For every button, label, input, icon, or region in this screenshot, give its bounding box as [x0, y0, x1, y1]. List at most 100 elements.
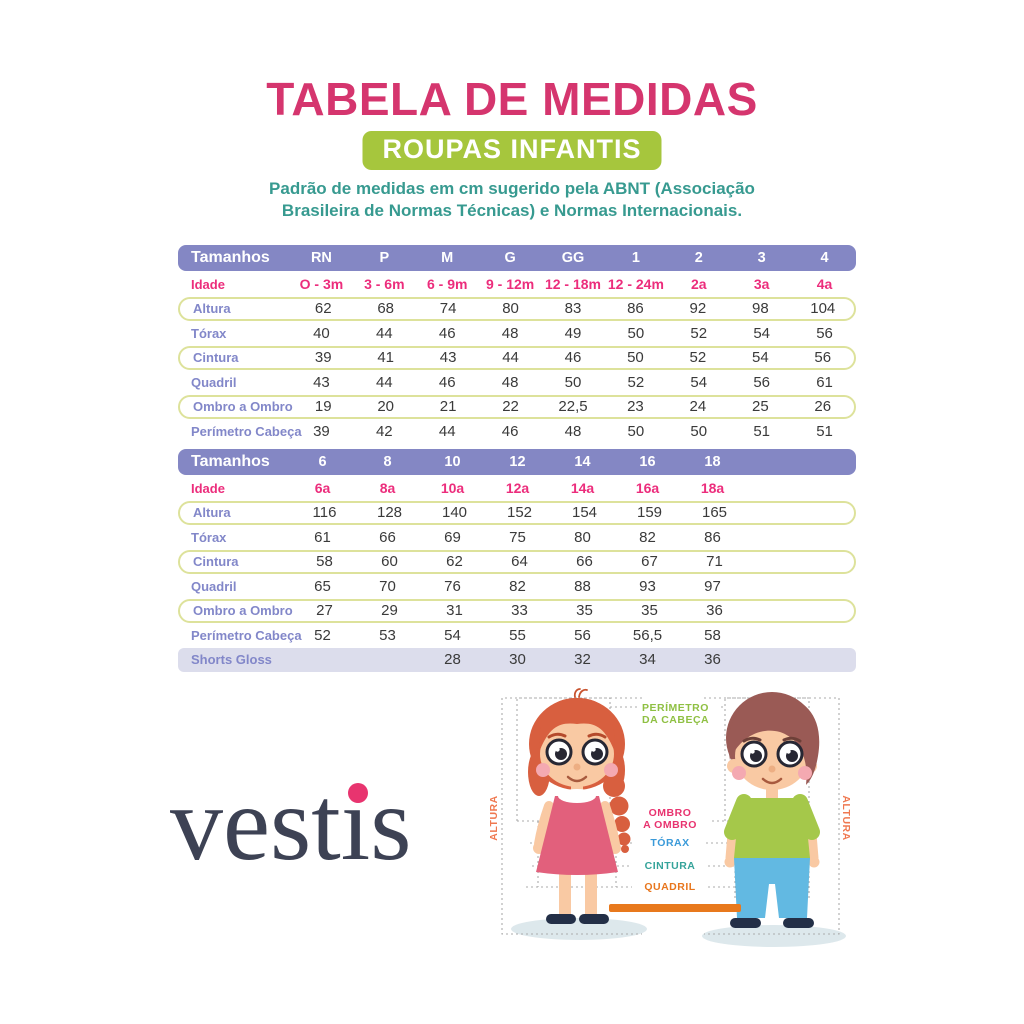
- row-label: Cintura: [193, 554, 239, 570]
- table-row: Tórax 40 44 46 48 49 50 52 54 56: [178, 321, 856, 346]
- table-cell: 29: [381, 602, 398, 620]
- row-label: Quadril: [191, 374, 237, 390]
- table-cell: 75: [509, 528, 526, 546]
- table-cell: 56,5: [632, 626, 663, 644]
- standards-note-line1: Padrão de medidas em cm sugerido pela AB…: [269, 179, 755, 198]
- logo-i-dot: [348, 783, 368, 803]
- table-cell: 93: [639, 577, 656, 595]
- table-cell: 52: [627, 373, 645, 391]
- row-label: Altura: [193, 301, 231, 317]
- measurement-figure: PERÍMETRO DA CABEÇA OMBRO A OMBRO TÓRAX …: [488, 688, 852, 947]
- table-cell: 22,5: [558, 398, 588, 416]
- table-cell: 71: [706, 553, 723, 571]
- size-table-baby-toddler: Tamanhos RN P M G GG 1 2 3 4 Idade O - 3m 3 - 6m 6 - …: [178, 245, 856, 444]
- table-cell: 19: [314, 398, 332, 416]
- table-row: Tamanhos RN P M G GG 1 2 3 4: [178, 245, 856, 271]
- size-column-header: 1: [631, 250, 640, 266]
- table-row: Ombro a Ombro 27 29 31 33 35 35 36: [178, 598, 856, 623]
- table-cell: 51: [816, 422, 833, 440]
- table-cell: 44: [375, 324, 393, 342]
- table-cell: 39: [313, 422, 330, 440]
- table-cell: 80: [502, 300, 519, 318]
- table-cell: 52: [690, 324, 708, 342]
- label-altura-left: ALTURA: [488, 795, 500, 840]
- table-cell: 69: [444, 528, 461, 546]
- row-label: Tórax: [191, 325, 227, 341]
- table-cell: 16a: [635, 480, 660, 497]
- table-cell: 154: [571, 504, 598, 522]
- table-row: Perímetro Cabeça 39 42 44 46 48 50 50 51 51: [178, 419, 856, 444]
- table-row: Ombro a Ombro 19 20 21 22 22,5 23 24 25 26: [178, 394, 856, 419]
- table-row: Shorts Gloss 28 30 32 34 36: [178, 647, 856, 672]
- row-label: Cintura: [193, 350, 239, 366]
- table-cell: 44: [502, 349, 519, 367]
- table-cell: 49: [564, 324, 582, 342]
- table-cell: 56: [814, 349, 832, 367]
- size-table-kids: Tamanhos 6 8 10 12 14 16 18 Idade 6a 8a 10a 12a 14a 16…: [178, 449, 856, 672]
- size-column-header: GG: [561, 250, 585, 266]
- table-cell: 27: [316, 602, 333, 620]
- row-label: Altura: [193, 505, 231, 521]
- size-column-header: 18: [704, 454, 721, 470]
- table-cell: O - 3m: [299, 276, 344, 293]
- table-cell: 9 - 12m: [485, 276, 535, 293]
- table-cell: 67: [641, 553, 658, 571]
- row-label: Idade: [191, 276, 225, 292]
- table-cell: 39: [314, 349, 332, 367]
- table-cell: 33: [511, 602, 528, 620]
- boy-illustration: [724, 692, 820, 928]
- size-column-header: P: [379, 250, 390, 266]
- table-cell: 50: [690, 422, 708, 440]
- label-quadril: QUADRIL: [644, 881, 695, 893]
- size-column-header: 14: [574, 454, 591, 470]
- table-cell: 24: [689, 398, 707, 416]
- table-cell: 41: [377, 349, 394, 367]
- table-cell: 50: [627, 324, 645, 342]
- table-cell: 54: [751, 349, 769, 367]
- size-column-header: G: [504, 250, 516, 266]
- table-cell: 46: [438, 373, 456, 391]
- table-cell: 6 - 9m: [426, 276, 468, 293]
- size-column-header: 16: [639, 454, 656, 470]
- table-cell: 34: [639, 651, 656, 669]
- row-label: Idade: [191, 480, 225, 496]
- table-cell: 36: [706, 602, 723, 620]
- table-cell: 43: [313, 373, 330, 391]
- girl-illustration: [528, 688, 631, 924]
- table-cell: 3 - 6m: [364, 276, 405, 293]
- table-cell: 46: [501, 422, 519, 440]
- table-row: Tamanhos 6 8 10 12 14 16 18: [178, 449, 856, 475]
- table-cell: 48: [501, 324, 519, 342]
- table-cell: 52: [314, 626, 331, 644]
- table-cell: 56: [816, 324, 833, 342]
- table-row: Cintura 39 41 43 44 46 50 52 54 56: [178, 345, 856, 370]
- girl-shadow: [511, 918, 647, 940]
- table-cell: 62: [446, 553, 463, 571]
- table-cell: 32: [574, 651, 591, 669]
- table-cell: 18a: [700, 480, 725, 497]
- brand-logo-text: vestıs: [170, 765, 411, 882]
- table-cell: 21: [439, 398, 457, 416]
- table-cell: 52: [689, 349, 707, 367]
- table-cell: 50: [627, 422, 645, 440]
- size-column-header: 4: [820, 250, 829, 266]
- size-column-header: 3: [757, 250, 766, 266]
- label-altura-right: ALTURA: [840, 795, 852, 840]
- table-cell: 86: [627, 300, 644, 318]
- label-perimetro-cabeca-line1: PERÍMETRO: [642, 701, 709, 714]
- label-ombro-line2: A OMBRO: [643, 819, 697, 831]
- table-cell: 14a: [570, 480, 595, 497]
- table-row: Cintura 58 60 62 64 66 67 71: [178, 549, 856, 574]
- table-cell: 6a: [314, 480, 331, 497]
- table-cell: 42: [375, 422, 393, 440]
- table-row: Quadril 65 70 76 82 88 93 97: [178, 574, 856, 599]
- table-cell: 20: [377, 398, 394, 416]
- table-cell: 58: [316, 553, 333, 571]
- table-cell: 56: [574, 626, 591, 644]
- table-cell: 60: [381, 553, 398, 571]
- table-cell: 83: [564, 300, 582, 318]
- hip-measure-bar: [609, 904, 741, 912]
- table-cell: 98: [751, 300, 769, 318]
- row-label: Ombro a Ombro: [193, 603, 293, 619]
- standards-note: Padrão de medidas em cm sugerido pela AB…: [0, 178, 1024, 221]
